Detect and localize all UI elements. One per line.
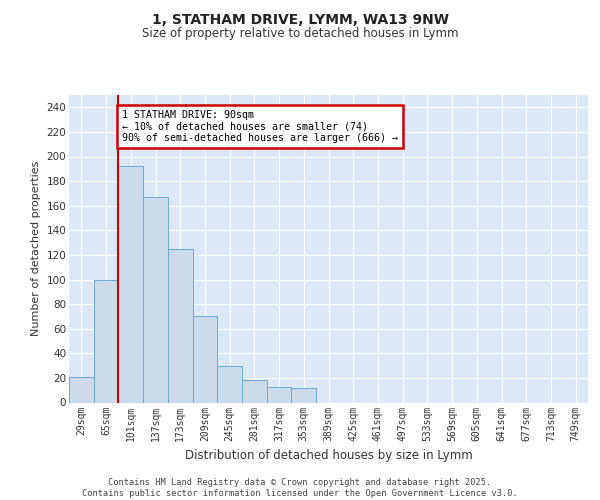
Bar <box>69 376 94 402</box>
Text: 1, STATHAM DRIVE, LYMM, WA13 9NW: 1, STATHAM DRIVE, LYMM, WA13 9NW <box>151 12 449 26</box>
Bar <box>94 280 118 402</box>
Bar <box>168 248 193 402</box>
Bar <box>242 380 267 402</box>
Bar <box>217 366 242 403</box>
Y-axis label: Number of detached properties: Number of detached properties <box>31 161 41 336</box>
Bar <box>292 388 316 402</box>
Bar <box>143 197 168 402</box>
Bar <box>193 316 217 402</box>
Text: 1 STATHAM DRIVE: 90sqm
← 10% of detached houses are smaller (74)
90% of semi-det: 1 STATHAM DRIVE: 90sqm ← 10% of detached… <box>122 110 398 143</box>
Bar <box>118 166 143 402</box>
Text: Contains HM Land Registry data © Crown copyright and database right 2025.
Contai: Contains HM Land Registry data © Crown c… <box>82 478 518 498</box>
Bar <box>267 386 292 402</box>
Text: Size of property relative to detached houses in Lymm: Size of property relative to detached ho… <box>142 28 458 40</box>
X-axis label: Distribution of detached houses by size in Lymm: Distribution of detached houses by size … <box>185 449 472 462</box>
